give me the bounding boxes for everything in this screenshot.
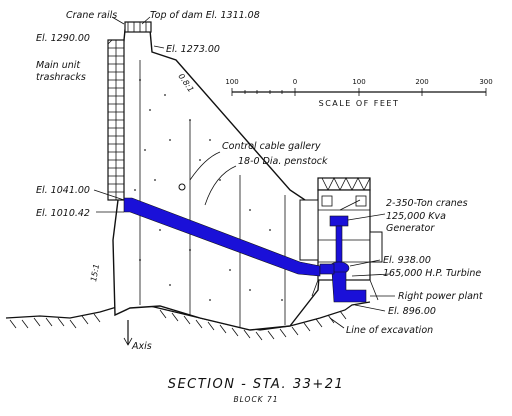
label-el-1273: El. 1273.00 bbox=[166, 44, 220, 55]
scale-tick-2: 100 bbox=[352, 78, 365, 86]
section-title: SECTION - STA. 33+21 bbox=[168, 377, 345, 392]
label-power-plant: Right power plant bbox=[398, 291, 484, 302]
label-top-of-dam: Top of dam El. 1311.08 bbox=[150, 10, 260, 21]
dam-body bbox=[112, 29, 321, 331]
label-crane-rails: Crane rails bbox=[66, 10, 117, 21]
label-main-unit: Main unit bbox=[36, 60, 81, 71]
scale-caption: SCALE OF FEET bbox=[319, 99, 400, 108]
label-control-cable: Control cable gallery bbox=[222, 141, 321, 152]
section-subtitle: BLOCK 71 bbox=[233, 395, 278, 404]
label-trashracks: trashracks bbox=[36, 72, 86, 83]
scale-tick-3: 200 bbox=[415, 78, 428, 86]
crane-rails bbox=[124, 21, 152, 33]
scale-bar: 100 0 100 200 300 SCALE OF FEET bbox=[225, 78, 492, 108]
label-el-1010: El. 1010.42 bbox=[36, 208, 90, 219]
label-slope-15: 15:1 bbox=[89, 263, 101, 282]
scale-tick-0: 100 bbox=[225, 78, 238, 86]
control-cable-gallery bbox=[178, 183, 186, 191]
scale-tick-1: 0 bbox=[293, 78, 297, 86]
concrete-texture bbox=[134, 79, 283, 301]
generator-turbine bbox=[319, 215, 367, 303]
label-cranes: 2-350-Ton cranes bbox=[386, 198, 468, 209]
label-axis: Axis bbox=[131, 341, 152, 352]
label-penstock: 18-0 Dia. penstock bbox=[238, 156, 328, 167]
penstock-pipe bbox=[123, 197, 321, 277]
label-el-1041: El. 1041.00 bbox=[36, 185, 90, 196]
label-el-1290: El. 1290.00 bbox=[36, 33, 90, 44]
label-el-896: El. 896.00 bbox=[388, 306, 436, 317]
leader-lines bbox=[93, 16, 395, 329]
label-turbine: 165,000 H.P. Turbine bbox=[383, 268, 481, 279]
label-el-938: El. 938.00 bbox=[383, 255, 431, 266]
label-kva: 125,000 Kva bbox=[386, 211, 446, 222]
scale-tick-4: 300 bbox=[479, 78, 492, 86]
label-excavation: Line of excavation bbox=[346, 325, 433, 336]
label-generator: Generator bbox=[386, 223, 435, 234]
axis-marker bbox=[123, 320, 133, 346]
trashrack-structure bbox=[107, 39, 125, 201]
